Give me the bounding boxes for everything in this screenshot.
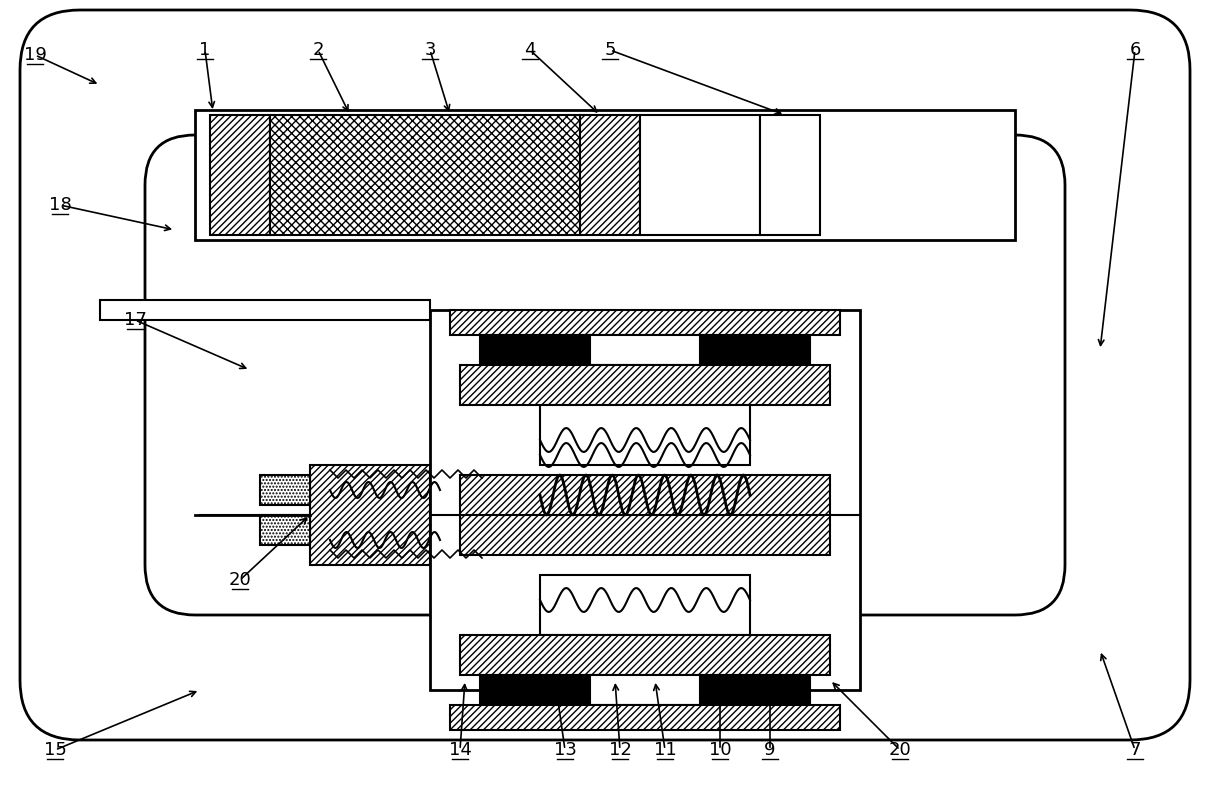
Bar (640, 115, 761, 235)
FancyBboxPatch shape (19, 10, 1190, 740)
Bar (480, 675, 590, 705)
FancyBboxPatch shape (146, 135, 1065, 615)
Bar (700, 335, 810, 365)
Bar (460, 635, 830, 675)
Bar (540, 575, 750, 635)
Bar (450, 310, 839, 335)
Bar (260, 475, 311, 505)
Bar (460, 365, 830, 405)
Text: 4: 4 (524, 41, 536, 59)
Text: 5: 5 (604, 41, 616, 59)
Text: 12: 12 (609, 741, 632, 759)
Bar (700, 675, 810, 705)
Text: 11: 11 (654, 741, 677, 759)
Bar (540, 405, 750, 465)
Bar (99, 300, 429, 320)
Text: 19: 19 (23, 46, 46, 64)
Bar (580, 115, 640, 235)
Text: 9: 9 (764, 741, 776, 759)
Bar (195, 110, 1015, 240)
Text: 3: 3 (425, 41, 435, 59)
Text: 6: 6 (1129, 41, 1140, 59)
Bar (590, 675, 700, 705)
Text: 20: 20 (228, 571, 251, 589)
Text: 18: 18 (49, 196, 72, 214)
Bar (210, 115, 270, 235)
Bar (761, 115, 820, 235)
Bar (429, 310, 860, 690)
Text: 2: 2 (312, 41, 324, 59)
Text: 13: 13 (553, 741, 576, 759)
Bar (311, 465, 429, 565)
Bar (270, 115, 580, 235)
Bar (480, 335, 590, 365)
Text: 20: 20 (889, 741, 911, 759)
Text: 14: 14 (449, 741, 472, 759)
Bar (460, 475, 830, 555)
Text: 17: 17 (124, 311, 147, 329)
Text: 7: 7 (1129, 741, 1140, 759)
Bar (260, 515, 311, 545)
Bar (590, 335, 700, 365)
Text: 1: 1 (199, 41, 211, 59)
Text: 15: 15 (44, 741, 67, 759)
Text: 10: 10 (708, 741, 731, 759)
Bar (450, 705, 839, 730)
